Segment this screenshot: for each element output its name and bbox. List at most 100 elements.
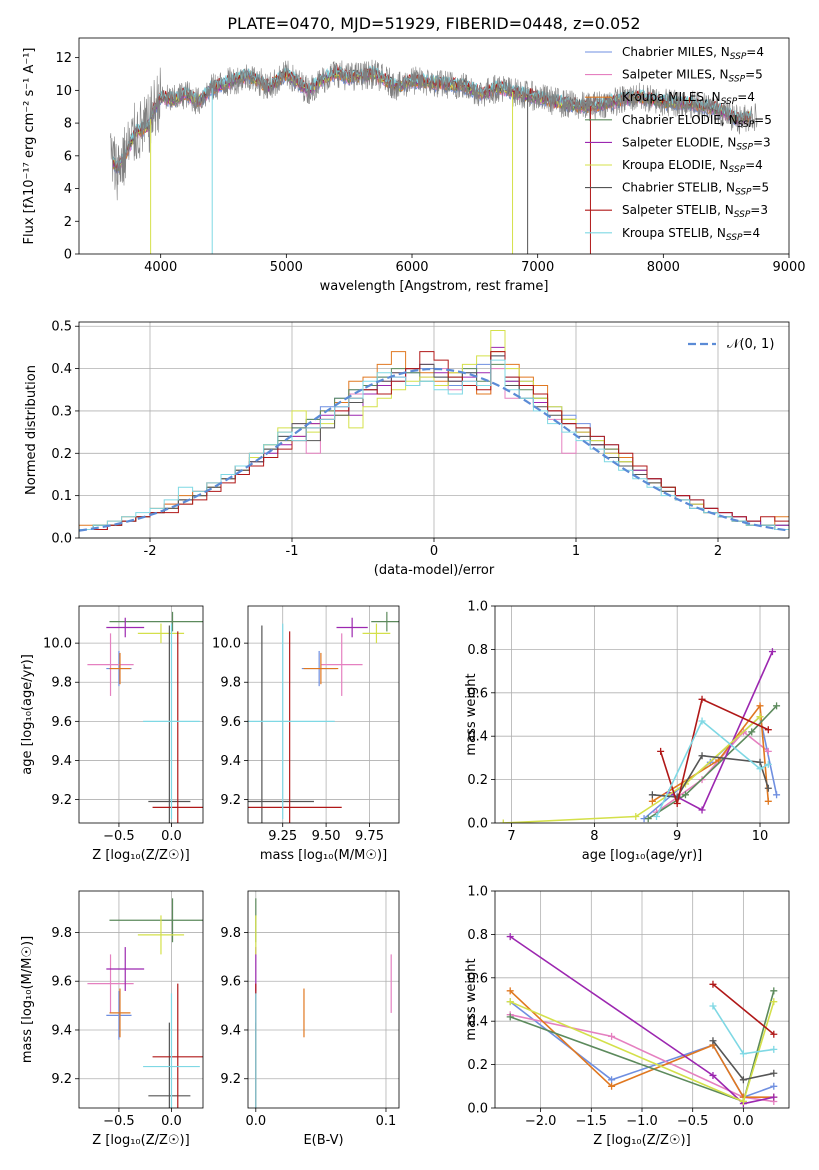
data-point-marker [739, 1097, 747, 1105]
data-point-marker [657, 747, 665, 755]
mass-weight-line [647, 705, 778, 820]
x-tick-label: 2 [714, 544, 722, 559]
y-tick-label: 9.8 [220, 926, 241, 941]
data-point-marker [764, 797, 772, 805]
x-tick-label: 0.1 [376, 1114, 397, 1129]
x-axis-label: Z [log₁₀(Z/Z☉)] [92, 1133, 189, 1148]
mass-weight-line [509, 935, 774, 1105]
x-tick-label: 9.25 [268, 829, 297, 844]
x-tick-label: -2 [144, 544, 157, 559]
data-point-marker [608, 1032, 616, 1040]
x-axis-label: age [log₁₀(age/yr)] [582, 848, 703, 863]
data-point-marker [764, 760, 772, 768]
x-tick-label: 6000 [395, 260, 428, 275]
age-vs-mass-panel: 9.25 9.50 9.75 9.2 9.4 9.6 9.8 10.0 mass [log₁₀(… [212, 605, 400, 863]
y-tick-label: 0.8 [467, 928, 488, 943]
mass-weight-line [643, 715, 778, 820]
data-point-marker [709, 1002, 717, 1010]
y-tick-label: 10.0 [212, 637, 241, 652]
axes: −2.0 −1.5 −1.0 −0.5 0.0 0.0 0.2 0.4 0.6 0.8 1.0 Z [… [464, 885, 790, 1148]
y-tick-label: 9.6 [51, 975, 72, 990]
legend-entry: 𝒩(0, 1) [727, 337, 774, 352]
data-point-marker [648, 797, 656, 805]
y-tick-label: 0.2 [467, 1058, 488, 1073]
axes-frame [78, 37, 790, 255]
y-axis-label: age [log₁₀(age/yr)] [20, 654, 35, 775]
mass-weight-line [510, 1013, 774, 1103]
plot-area [87, 898, 203, 1108]
y-tick-label: 9.2 [51, 793, 72, 808]
y-tick-label: 9.4 [51, 754, 72, 769]
plot-area [87, 611, 203, 823]
data-point-marker [770, 1082, 778, 1090]
mass-weight-line [712, 983, 775, 1035]
observed-spectrum-line [110, 59, 758, 201]
y-tick-label: 0.0 [467, 817, 488, 832]
axes-frame [78, 605, 204, 824]
data-point-marker [698, 717, 706, 725]
y-tick-label: 0.6 [467, 686, 488, 701]
axes: −0.5 0.0 9.2 9.4 9.6 9.8 Z [log₁₀(Z/Z☉)] mass [… [20, 890, 204, 1148]
data-point-marker [608, 1082, 616, 1090]
data-point-marker [770, 998, 778, 1006]
x-axis-label: Z [log₁₀(Z/Z☉)] [92, 848, 189, 863]
axes-frame [78, 890, 204, 1109]
x-tick-label: -1 [286, 544, 299, 559]
y-tick-label: 0.3 [51, 404, 72, 419]
grid-lines [495, 890, 789, 1109]
plot-area [499, 648, 781, 823]
y-tick-label: 9.2 [220, 793, 241, 808]
legend-entry: Chabrier STELIB, NSSP=5 [622, 181, 769, 198]
data-point-marker [764, 784, 772, 792]
axes-frame [494, 605, 790, 824]
legend: 𝒩(0, 1) [688, 337, 774, 352]
axes: −0.5 0.0 9.2 9.4 9.6 9.8 10.0 Z [log₁₀(Z/Z☉)] ag… [20, 605, 204, 863]
x-tick-label: 0 [430, 544, 438, 559]
y-tick-label: 9.6 [51, 715, 72, 730]
mass-vs-extinction-panel: 0.0 0.1 9.2 9.4 9.6 9.8 E(B-V) [220, 890, 400, 1148]
plot-area [79, 330, 789, 538]
y-tick-label: 9.8 [51, 676, 72, 691]
data-point-marker [756, 702, 764, 710]
data-point-marker [506, 1013, 514, 1021]
histogram-step-line [79, 359, 789, 538]
legend-entry: Salpeter ELODIE, NSSP=3 [622, 135, 771, 152]
y-tick-label: 10 [55, 84, 72, 99]
x-tick-label: 9.50 [312, 829, 341, 844]
data-point-marker [709, 1037, 717, 1045]
x-tick-label: 7 [507, 829, 515, 844]
y-tick-label: 9.2 [51, 1072, 72, 1087]
mass-weight-vs-age-panel: 7 8 9 10 0.0 0.2 0.4 0.6 0.8 1.0 age [log₁₀(age/yr… [464, 600, 790, 863]
axes-frame [247, 605, 400, 824]
normal-distribution-curve [79, 367, 789, 532]
y-tick-label: 0.4 [467, 730, 488, 745]
data-point-marker [770, 1030, 778, 1038]
data-point-marker [644, 815, 652, 823]
data-point-marker [739, 1050, 747, 1058]
x-tick-label: −1.5 [576, 1114, 608, 1129]
mass-weight-line [656, 730, 769, 813]
data-point-marker [768, 648, 776, 656]
x-tick-label: 0.0 [733, 1114, 754, 1129]
y-tick-label: 0.4 [467, 1015, 488, 1030]
x-tick-label: 9.75 [355, 829, 384, 844]
y-tick-label: 10.0 [43, 637, 72, 652]
legend-entry: Kroupa STELIB, NSSP=4 [622, 226, 760, 243]
data-point-marker [756, 713, 764, 721]
data-point-marker [770, 987, 778, 995]
x-tick-label: −0.5 [103, 1114, 135, 1129]
axes: 0.0 0.1 9.2 9.4 9.6 9.8 E(B-V) [220, 890, 400, 1148]
y-tick-label: 0.0 [51, 532, 72, 547]
x-tick-label: 10 [752, 829, 769, 844]
data-point-marker [698, 806, 706, 814]
y-tick-label: 4 [64, 182, 72, 197]
axes: 4000 5000 6000 7000 8000 9000 0 2 4 6 8 10 12 wavelen… [22, 37, 806, 294]
axes-frame [494, 890, 790, 1109]
legend-entry: Chabrier MILES, NSSP=4 [622, 45, 764, 62]
x-tick-label: 9 [673, 829, 681, 844]
x-axis-label: wavelength [Angstrom, rest frame] [320, 279, 549, 294]
mass-vs-metallicity-panel: −0.5 0.0 9.2 9.4 9.6 9.8 Z [log₁₀(Z/Z☉)] mass [… [20, 890, 204, 1148]
y-tick-label: 9.6 [220, 715, 241, 730]
data-point-marker [764, 747, 772, 755]
